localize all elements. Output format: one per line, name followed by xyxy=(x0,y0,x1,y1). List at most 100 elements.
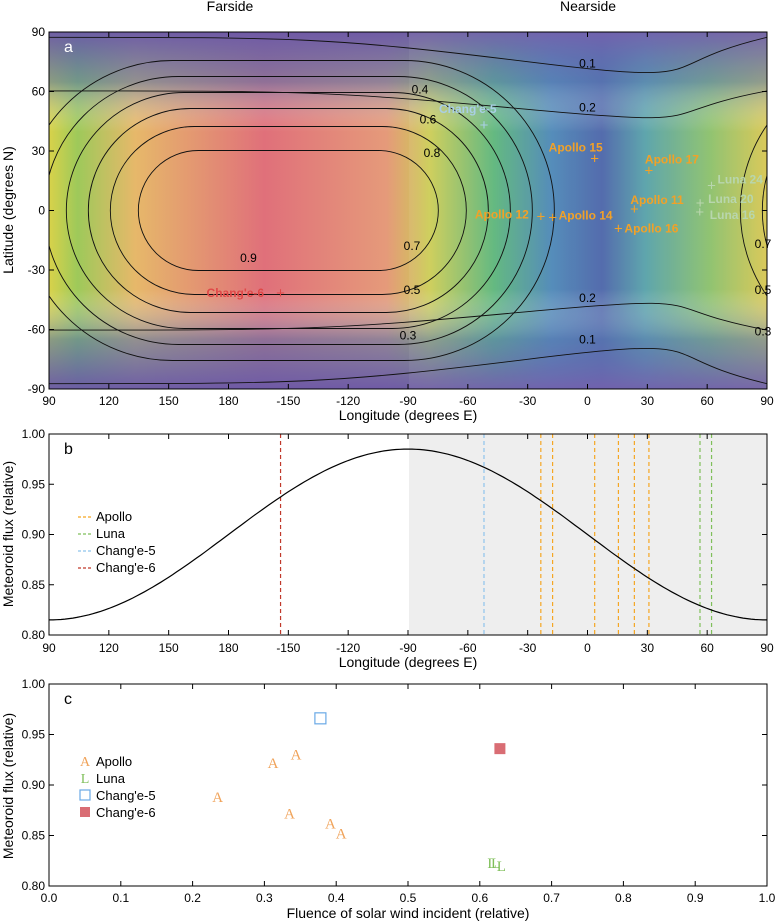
site-marker: + xyxy=(548,210,557,227)
site-marker: + xyxy=(480,117,489,134)
x-tick-label: 30 xyxy=(641,641,655,655)
y-tick-label: 30 xyxy=(32,144,46,158)
y-tick-label: 0.90 xyxy=(22,528,46,542)
scatter-point-Apollo: A xyxy=(336,826,347,842)
panel-a-letter: a xyxy=(64,39,73,56)
scatter-point-Chang'e-6 xyxy=(494,743,506,755)
x-tick-label: -120 xyxy=(336,394,360,408)
contour-label: 0.7 xyxy=(404,239,421,253)
panel-c-ylabel: Meteoroid flux (relative) xyxy=(0,713,16,859)
x-tick-label: 0.1 xyxy=(112,891,129,905)
x-tick-label: 0.7 xyxy=(543,891,560,905)
contour-line xyxy=(109,126,467,295)
x-tick-label: -90 xyxy=(399,641,417,655)
scatter-point-Apollo: A xyxy=(212,790,223,806)
panel-a: a 0.10.20.40.60.80.90.70.50.30.20.10.70.… xyxy=(0,25,774,423)
panel-c-letter: c xyxy=(64,691,72,708)
y-tick-label: 0.95 xyxy=(22,477,46,491)
legend-swatch: L xyxy=(81,772,90,787)
site-marker: + xyxy=(695,204,704,221)
legend-label: Luna xyxy=(96,526,126,541)
contour-line xyxy=(49,76,533,345)
y-tick-label: -90 xyxy=(28,382,46,396)
x-tick-label: -60 xyxy=(459,641,477,655)
panel-a-ticks: 90 120 150 180 -150 -120 -90 -60 -30 0 30 60 90 90 60 3… xyxy=(28,25,774,408)
panel-c-legend: A Apollo L Luna Chang'e-5 Chang'e-6 xyxy=(79,754,156,820)
panel-b-xlabel: Longitude (degrees E) xyxy=(339,654,478,670)
contour-label: 0.1 xyxy=(579,332,596,346)
contour-label: 0.6 xyxy=(420,112,437,126)
contour-line-south xyxy=(49,347,767,385)
x-tick-label: 180 xyxy=(218,394,238,408)
scatter-point-Chang'e-5 xyxy=(314,712,327,725)
x-tick-label: 90 xyxy=(42,641,56,655)
site-label: Chang'e-5 xyxy=(439,102,497,116)
legend-label: Luna xyxy=(96,771,126,786)
x-tick-label: 120 xyxy=(99,394,119,408)
x-tick-label: 150 xyxy=(159,641,179,655)
panel-c-frame xyxy=(48,683,768,887)
x-tick-label: 0.0 xyxy=(41,891,58,905)
scatter-point-Luna: L xyxy=(487,856,496,872)
x-tick-label: 180 xyxy=(218,641,238,655)
x-tick-label: 0 xyxy=(584,641,591,655)
site-label: Luna 16 xyxy=(710,208,756,222)
x-tick-label: 0.9 xyxy=(687,891,704,905)
contour-label: 0.3 xyxy=(400,328,417,342)
x-tick-label: -30 xyxy=(519,641,537,655)
x-tick-label: 0.3 xyxy=(256,891,273,905)
site-marker: + xyxy=(276,285,285,302)
contour-label: 0.2 xyxy=(579,100,596,114)
contour-label: 0.3 xyxy=(755,324,772,338)
site-marker: + xyxy=(630,201,639,218)
farside-label: Farside xyxy=(207,0,254,14)
contour-label: 0.4 xyxy=(412,83,429,97)
x-tick-label: 0.6 xyxy=(471,891,488,905)
panel-b-legend: Apollo Luna Chang'e-5 Chang'e-6 xyxy=(78,509,156,575)
x-tick-label: 0.5 xyxy=(400,891,417,905)
scatter-point-Apollo: A xyxy=(268,756,279,772)
site-label: Chang'e-6 xyxy=(207,286,265,300)
site-label: Apollo 11 xyxy=(630,193,684,207)
y-tick-label: 0.80 xyxy=(22,628,46,642)
x-tick-label: 60 xyxy=(700,394,714,408)
legend-label: Apollo xyxy=(96,754,132,769)
site-label: Apollo 12 xyxy=(475,207,529,221)
scatter-point-Luna: L xyxy=(497,859,506,875)
y-tick-label: 0.85 xyxy=(22,829,46,843)
scatter-point-Apollo: A xyxy=(284,806,295,822)
contour-line xyxy=(49,60,555,361)
contour-labels: 0.1 0.2 0.4 0.6 0.8 0.9 0.7 0.5 0.3 0.2 0.1 0.7 0.5 0… xyxy=(240,57,772,347)
x-tick-label: 90 xyxy=(42,394,56,408)
x-tick-label: 0.2 xyxy=(184,891,201,905)
contour-label: 0.5 xyxy=(755,283,772,297)
contour-lines xyxy=(49,36,767,385)
panel-c-xlabel: Fluence of solar wind incident (relative… xyxy=(287,905,530,921)
site-label: Apollo 16 xyxy=(624,221,678,235)
x-tick-label: 90 xyxy=(760,394,774,408)
panel-b-ylabel: Meteoroid flux (relative) xyxy=(0,461,16,607)
scatter-point-Apollo: A xyxy=(325,816,336,832)
x-tick-label: 120 xyxy=(99,641,119,655)
legend-label: Chang'e-5 xyxy=(96,788,156,803)
y-tick-label: 90 xyxy=(32,25,46,39)
x-tick-label: -150 xyxy=(276,394,300,408)
legend-label: Apollo xyxy=(96,509,132,524)
y-tick-label: 1.00 xyxy=(22,677,46,691)
legend-label: Chang'e-5 xyxy=(96,543,156,558)
site-label: Apollo 17 xyxy=(645,152,699,166)
panel-c-ticks: 0.0 0.1 0.2 0.3 0.4 0.5 0.6 0.7 0.8 0.9 1.0 1.00 0.9… xyxy=(22,677,776,905)
nearside-label: Nearside xyxy=(560,0,616,14)
site-marker: + xyxy=(590,151,599,168)
site-marker: + xyxy=(614,220,623,237)
y-tick-label: 1.00 xyxy=(22,427,46,441)
y-tick-label: 0.85 xyxy=(22,578,46,592)
contour-line-north xyxy=(49,90,767,119)
contour-line-wrap xyxy=(739,124,767,297)
panel-b: b Apollo Luna Chang'e-5 Chang'e-6 90 120 150 1… xyxy=(0,427,774,670)
contour-label: 0.8 xyxy=(424,146,441,160)
x-tick-label: 30 xyxy=(641,394,655,408)
